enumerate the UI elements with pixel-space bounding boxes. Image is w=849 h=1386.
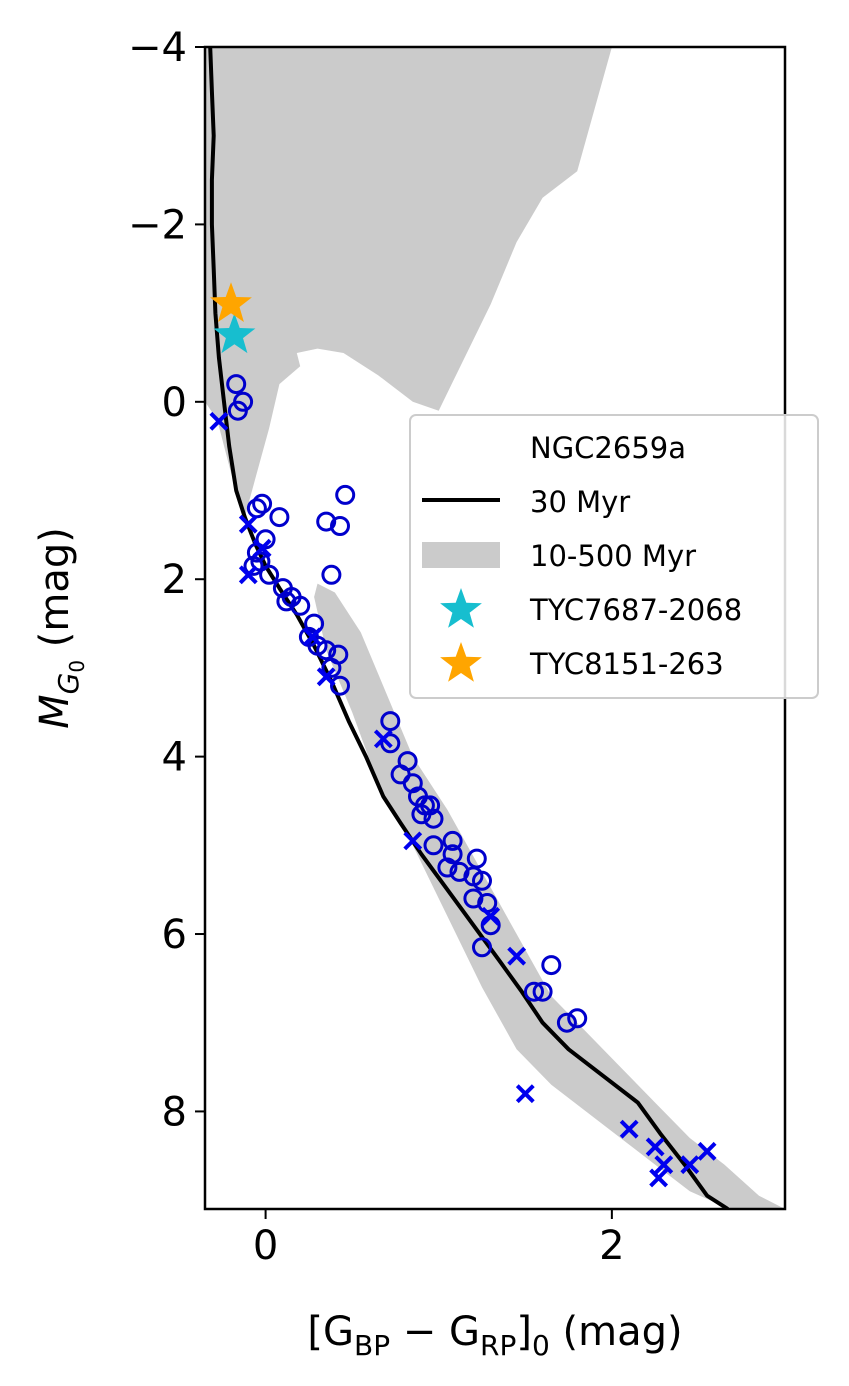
member-open-point xyxy=(316,640,337,661)
y-tick-label: −2 xyxy=(128,202,187,248)
member-x-point xyxy=(649,1168,669,1188)
member-open-point xyxy=(316,511,337,532)
legend-star-orange-icon xyxy=(440,642,482,682)
member-open-point xyxy=(437,857,458,878)
legend-entry-30-myr: 30 Myr xyxy=(530,485,630,519)
y-tick-label: −4 xyxy=(128,25,187,71)
x-tick-label: 0 xyxy=(253,1223,278,1269)
member-x-point xyxy=(645,1137,665,1157)
plot-area xyxy=(205,47,785,1209)
member-x-point xyxy=(238,565,258,585)
member-open-point xyxy=(243,555,264,576)
member-open-point xyxy=(227,400,248,421)
member-open-point xyxy=(411,804,432,825)
band-lower-region xyxy=(314,583,785,1209)
legend: NGC2659a 30 Myr 10-500 Myr TYC7687-2068 … xyxy=(409,414,819,699)
y-tick-label: 8 xyxy=(162,1089,187,1135)
member-open-point xyxy=(226,374,247,395)
y-axis-label: MG0 (mag) xyxy=(32,527,89,729)
member-x-point xyxy=(507,946,527,966)
member-open-point xyxy=(556,1012,577,1033)
legend-entry-10-500-myr: 10-500 Myr xyxy=(530,539,696,573)
member-x-point xyxy=(515,1084,535,1104)
y-tick-label: 4 xyxy=(162,735,187,781)
member-x-point xyxy=(481,906,501,926)
star-tyc8151-263 xyxy=(210,282,252,322)
member-open-point xyxy=(321,657,342,678)
member-open-point xyxy=(330,675,350,696)
y-tick-label: 6 xyxy=(162,912,187,958)
legend-star-cyan-icon xyxy=(440,588,482,628)
legend-entry-tyc8151: TYC8151-263 xyxy=(529,647,724,681)
member-open-point xyxy=(567,1008,588,1029)
member-open-point xyxy=(380,711,401,732)
band-upper-region xyxy=(205,47,612,518)
member-open-point xyxy=(541,955,562,976)
members-x-markers xyxy=(209,411,717,1188)
member-x-point xyxy=(403,831,423,851)
member-x-point xyxy=(680,1155,700,1175)
legend-entry-tyc7687: TYC7687-2068 xyxy=(529,593,742,627)
member-x-point xyxy=(302,627,322,647)
member-open-point xyxy=(423,808,444,829)
x-tick-label: 2 xyxy=(599,1223,624,1269)
axis-ticks: 0 2 −4 −2 0 2 4 6 8 xyxy=(128,25,625,1269)
highlighted-stars xyxy=(210,282,256,354)
member-x-point xyxy=(373,729,393,749)
member-open-point xyxy=(442,830,463,851)
member-x-point xyxy=(654,1155,674,1175)
member-x-point xyxy=(252,538,272,558)
member-open-point xyxy=(330,516,350,536)
member-x-point xyxy=(316,667,336,687)
member-x-point xyxy=(619,1119,639,1139)
member-open-point xyxy=(246,498,267,519)
member-open-point xyxy=(252,493,273,514)
member-open-point xyxy=(321,564,342,585)
age-band-10-500-myr xyxy=(205,47,785,1209)
member-open-point xyxy=(276,591,297,612)
member-open-point xyxy=(532,981,553,1002)
legend-title: NGC2659a xyxy=(530,431,686,465)
member-open-point xyxy=(290,595,311,616)
member-x-point xyxy=(209,411,229,431)
member-open-point xyxy=(269,507,290,528)
member-open-point xyxy=(472,937,492,958)
member-open-point xyxy=(524,981,544,1002)
y-tick-label: 2 xyxy=(162,557,187,603)
member-open-point xyxy=(335,484,356,505)
member-open-point xyxy=(259,564,280,585)
legend-band-swatch xyxy=(422,542,500,568)
member-x-point xyxy=(697,1141,717,1161)
star-tyc7687-2068 xyxy=(213,313,256,354)
legend-box xyxy=(409,414,819,699)
member-open-point xyxy=(463,888,484,909)
member-x-point xyxy=(238,514,258,534)
member-open-point xyxy=(380,733,401,754)
member-open-point xyxy=(423,835,444,856)
y-tick-label: 0 xyxy=(162,380,187,426)
x-axis-label: [GBP − GRP]0 (mag) xyxy=(307,1309,682,1362)
member-open-point xyxy=(472,870,492,891)
